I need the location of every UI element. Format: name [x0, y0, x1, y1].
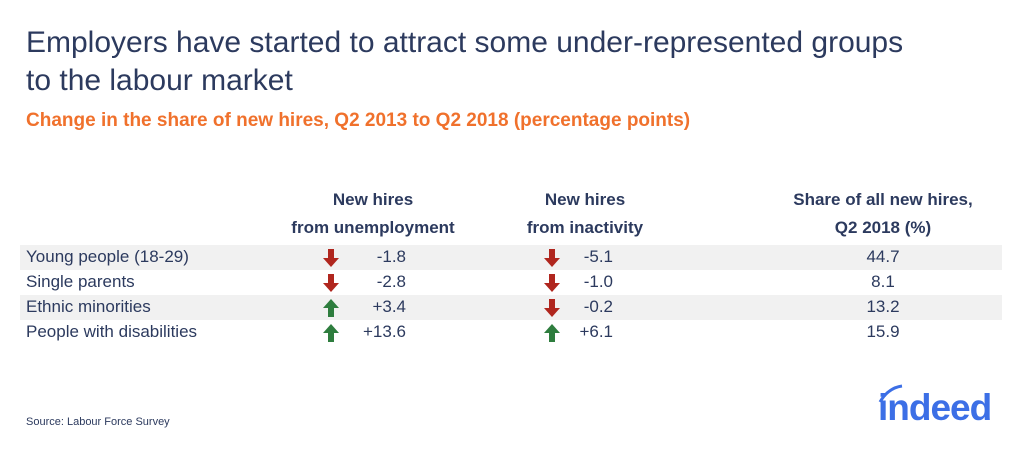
header-line: from unemployment: [291, 218, 455, 237]
arrow-down-icon: [544, 274, 560, 292]
share-value: 15.9: [866, 322, 900, 341]
inactivity-value: -0.2: [583, 297, 613, 316]
header-line: New hires: [332, 190, 414, 209]
header-line: from inactivity: [526, 218, 644, 237]
arrow-down-icon: [544, 299, 560, 317]
title-line-2: to the labour market: [26, 64, 293, 97]
source-note: Source: Labour Force Survey: [26, 416, 170, 428]
arrow-down-icon: [323, 249, 339, 267]
table-row: Single parents -2.8 -1.0 8.1: [20, 270, 1002, 295]
table-row: People with disabilities +13.6 +6.1 15.9: [20, 320, 1002, 345]
arrow-down-icon: [323, 274, 339, 292]
row-label: People with disabilities: [26, 322, 198, 341]
arrow-up-icon: [323, 324, 339, 342]
inactivity-value: +6.1: [579, 322, 613, 341]
header-line: Share of all new hires,: [793, 190, 973, 209]
title-line-1: Employers have started to attract some u…: [26, 26, 904, 59]
subtitle: Change in the share of new hires, Q2 201…: [26, 110, 691, 131]
unemployment-value: +3.4: [372, 297, 406, 316]
table-row: Young people (18-29) -1.8 -5.1 44.7: [20, 245, 1002, 270]
row-label: Young people (18-29): [26, 247, 189, 266]
table-row: Ethnic minorities +3.4 -0.2 13.2: [20, 295, 1002, 320]
row-label: Ethnic minorities: [26, 297, 151, 316]
header-line: New hires: [544, 190, 626, 209]
unemployment-value: +13.6: [362, 322, 406, 341]
unemployment-value: -2.8: [376, 272, 406, 291]
svg-text:indeed: indeed: [878, 387, 991, 428]
header-share: Share of all new hires, Q2 2018 (%): [773, 186, 993, 242]
header-inactivity: New hires from inactivity: [505, 186, 665, 242]
share-value: 8.1: [871, 272, 895, 291]
share-value: 13.2: [866, 297, 900, 316]
header-unemployment: New hires from unemployment: [268, 186, 478, 242]
inactivity-value: -1.0: [583, 272, 613, 291]
arrow-up-icon: [544, 324, 560, 342]
share-value: 44.7: [866, 247, 900, 266]
arrow-down-icon: [544, 249, 560, 267]
header-line: Q2 2018 (%): [834, 218, 932, 237]
row-label: Single parents: [26, 272, 135, 291]
unemployment-value: -1.8: [376, 247, 406, 266]
arrow-up-icon: [323, 299, 339, 317]
inactivity-value: -5.1: [583, 247, 613, 266]
